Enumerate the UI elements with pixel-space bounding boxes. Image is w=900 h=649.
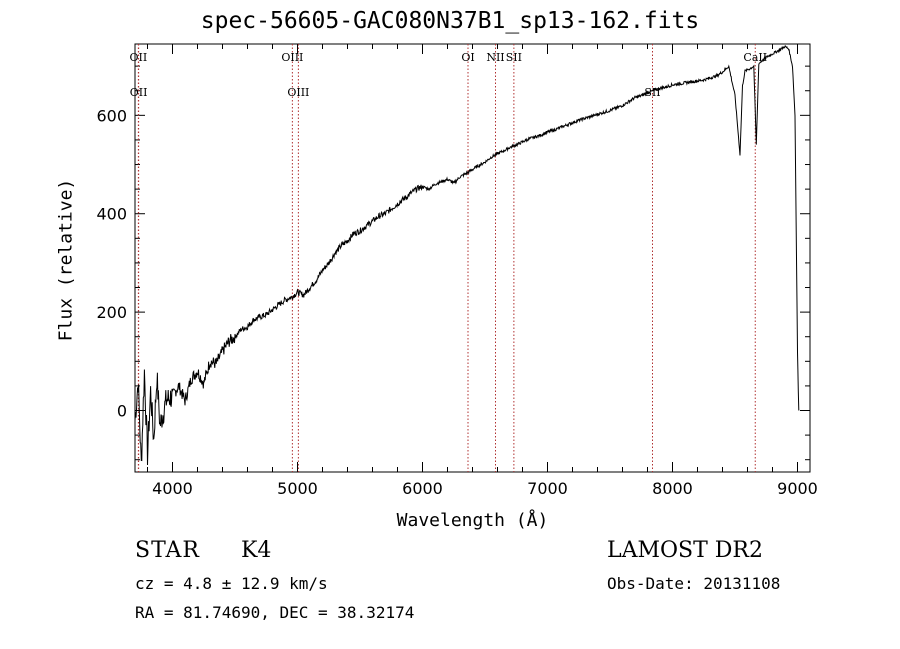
x-tick-label: 9000 (777, 479, 818, 498)
spectrum-line (134, 45, 800, 466)
y-tick-label: 0 (117, 402, 127, 421)
y-tick-label: 600 (96, 106, 127, 125)
plot-axes: 4000 5000 6000 7000 8000 9000 0 200 400 600 (96, 43, 818, 498)
redshift-velocity: cz = 4.8 ± 12.9 km/s (135, 574, 328, 593)
x-tick-label: 8000 (652, 479, 693, 498)
line-marker-label: SII (506, 51, 522, 64)
line-marker-label: OI (461, 51, 474, 64)
x-tick-label: 6000 (402, 479, 443, 498)
x-tick-label: 7000 (527, 479, 568, 498)
line-marker-label: OIII (281, 51, 303, 64)
ra-dec-coordinates: RA = 81.74690, DEC = 38.32174 (135, 603, 415, 622)
line-marker-label: CaII (743, 51, 767, 64)
object-class: STAR (135, 538, 200, 563)
chart-title: spec-56605-GAC080N37B1_sp13-162.fits (200, 8, 700, 34)
y-axis-label: Flux (relative) (55, 178, 77, 342)
line-marker-label: OII (130, 86, 148, 99)
x-tick-label: 4000 (152, 479, 193, 498)
y-tick-label: 400 (96, 205, 127, 224)
plot-frame (134, 43, 811, 473)
x-tick-label: 5000 (277, 479, 318, 498)
x-axis-label: Wavelength (Å) (396, 510, 549, 531)
line-marker-label: OIII (287, 86, 309, 99)
line-marker-label: NII (486, 51, 504, 64)
observation-date: Obs-Date: 20131108 (607, 574, 781, 593)
line-marker-label: OII (130, 51, 148, 64)
survey-name: LAMOST DR2 (607, 538, 763, 563)
object-subclass: K4 (241, 538, 272, 563)
y-tick-label: 200 (96, 303, 127, 322)
spectrum-series (134, 45, 800, 466)
